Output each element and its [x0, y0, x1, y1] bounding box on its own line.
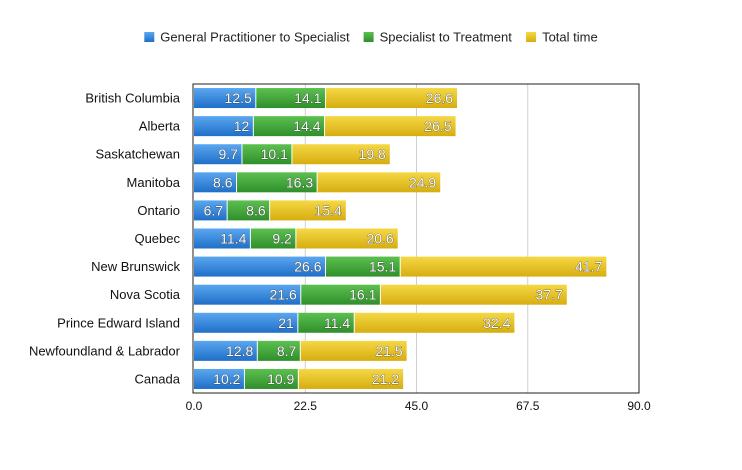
bar-segment: [255, 88, 326, 109]
x-tick-label: 22.5: [294, 399, 318, 413]
data-label: 10.1: [261, 146, 288, 162]
bar-segment: [194, 284, 301, 305]
data-label: 9.7: [218, 146, 238, 162]
bar-segment: [324, 116, 456, 137]
data-label: 24.9: [409, 174, 436, 190]
bar-segment: [194, 88, 256, 109]
bar-segment: [194, 312, 298, 333]
category-label: Ontario: [137, 203, 180, 218]
bar-segment: [257, 340, 301, 361]
data-label: 8.7: [277, 343, 297, 359]
category-label: Newfoundland & Labrador: [29, 343, 181, 358]
bar-segment: [297, 312, 355, 333]
bar-segment: [300, 340, 407, 361]
data-label: 32.4: [483, 315, 510, 331]
data-label: 12.8: [226, 343, 253, 359]
legend: General Practitioner to Specialist Specia…: [144, 30, 598, 45]
bar-segment: [227, 200, 270, 221]
data-label: 15.1: [369, 259, 396, 275]
data-label: 21.6: [270, 287, 297, 303]
data-label: 14.1: [294, 90, 321, 106]
x-tick-label: 90.0: [627, 399, 651, 413]
bar-segment: [298, 368, 404, 389]
x-tick-label: 67.5: [516, 399, 540, 413]
bar-segment: [253, 116, 325, 137]
category-label: Quebec: [134, 231, 180, 246]
bar-segment: [295, 228, 398, 249]
bars: 12.5 14.1 26.6 12 14.4 26.5 9.7 10.1 19.8 8.6 16.3…: [194, 88, 607, 389]
x-tick-label: 0.0: [186, 399, 203, 413]
category-label: Canada: [134, 371, 180, 386]
bar-segment: [194, 144, 242, 165]
data-label: 11.4: [324, 315, 350, 331]
data-label: 26.5: [424, 118, 451, 134]
bar-segment: [194, 200, 228, 221]
data-label: 16.3: [286, 174, 313, 190]
bar-segment: [194, 116, 254, 137]
data-label: 20.6: [366, 231, 393, 247]
bar-segment: [400, 256, 607, 277]
data-label: 6.7: [204, 202, 224, 218]
bar-segment: [194, 368, 245, 389]
legend-label: Total time: [542, 30, 598, 45]
data-label: 12: [234, 118, 250, 134]
bar-segment: [250, 228, 296, 249]
plot-frame: [192, 83, 640, 394]
data-label: 11.4: [220, 231, 246, 247]
bar-segment: [380, 284, 567, 305]
legend-label: Specialist to Treatment: [380, 30, 513, 45]
bar-segment: [194, 340, 258, 361]
data-label: 37.7: [536, 287, 563, 303]
category-labels: British Columbia Alberta Saskatchewan Manit…: [29, 91, 181, 387]
data-label: 26.6: [294, 259, 321, 275]
category-label: Nova Scotia: [110, 287, 181, 302]
data-label: 10.9: [267, 371, 294, 387]
data-label: 10.2: [213, 371, 240, 387]
category-label: Prince Edward Island: [57, 315, 180, 330]
bar-segment: [354, 312, 515, 333]
category-label: Manitoba: [127, 175, 181, 190]
bar-segment: [244, 368, 299, 389]
bar-segment: [194, 256, 326, 277]
bar-segment: [291, 144, 390, 165]
bar-segment: [300, 284, 381, 305]
bar-segment: [241, 144, 292, 165]
legend-label: General Practitioner to Specialist: [160, 30, 350, 45]
bar-segment: [325, 256, 401, 277]
data-label: 9.2: [272, 231, 292, 247]
data-label: 8.6: [213, 174, 233, 190]
data-label: 21.5: [375, 343, 402, 359]
data-label: 21: [278, 315, 294, 331]
data-label: 12.5: [225, 90, 252, 106]
legend-swatch: [363, 32, 374, 42]
category-label: British Columbia: [85, 91, 180, 106]
category-label: New Brunswick: [91, 259, 180, 274]
data-label: 21.2: [372, 371, 399, 387]
data-label: 14.4: [293, 118, 320, 134]
data-label: 26.6: [426, 90, 453, 106]
bar-segment: [317, 172, 441, 193]
bar-segment: [194, 228, 251, 249]
data-label: 41.7: [575, 259, 602, 275]
data-label: 15.4: [315, 202, 342, 218]
data-label: 8.6: [246, 202, 266, 218]
data-label: 19.8: [359, 146, 386, 162]
category-label: Alberta: [139, 119, 181, 134]
bar-segment: [194, 172, 237, 193]
legend-swatch: [526, 32, 537, 42]
bar-segment: [325, 88, 458, 109]
category-label: Saskatchewan: [95, 147, 180, 162]
x-tick-label: 45.0: [405, 399, 429, 413]
bar-segment: [236, 172, 318, 193]
legend-swatch: [144, 32, 155, 42]
x-axis-ticks: 0.0 22.5 45.0 67.5 90.0: [186, 399, 651, 413]
bar-segment: [269, 200, 346, 221]
data-label: 16.1: [349, 287, 376, 303]
